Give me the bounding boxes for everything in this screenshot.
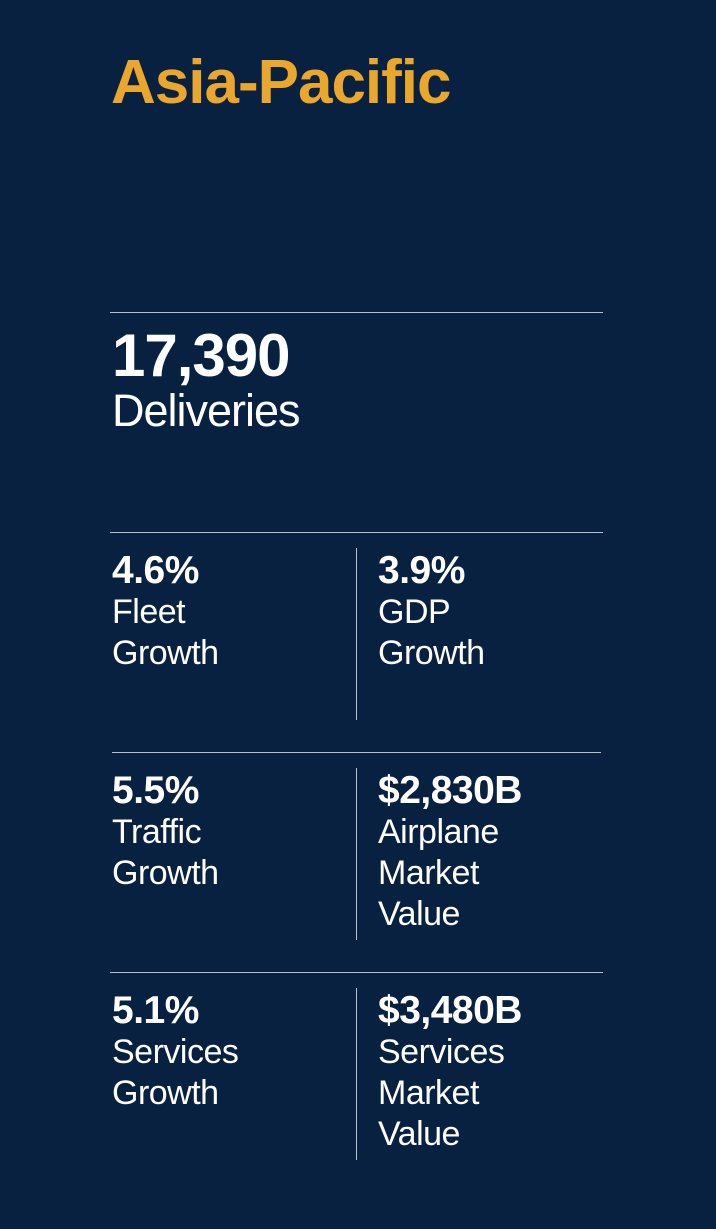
stat-label: GDP Growth [378, 593, 485, 673]
stat-value: $3,480B [378, 989, 522, 1032]
stat-services-market-value: $3,480B Services Market Value [378, 989, 608, 1155]
stat-value: 4.6% [112, 549, 199, 592]
stat-label: Services Growth [112, 1033, 239, 1113]
divider-row-3 [110, 972, 603, 973]
stat-services-growth: 5.1% Services Growth [112, 989, 342, 1114]
stat-traffic-growth: 5.5% Traffic Growth [112, 769, 342, 894]
column-divider-row-2 [356, 768, 357, 940]
stat-label: Airplane Market Value [378, 813, 499, 934]
deliveries-label: Deliveries [112, 385, 301, 436]
stat-value: $2,830B [378, 769, 522, 812]
stat-label: Traffic Growth [112, 813, 219, 893]
deliveries-value: 17,390 [112, 322, 291, 389]
stat-label: Fleet Growth [112, 593, 219, 673]
column-divider-row-1 [356, 548, 357, 720]
stat-value: 5.5% [112, 769, 199, 812]
divider-top [110, 312, 603, 313]
stat-value: 5.1% [112, 989, 199, 1032]
column-divider-row-3 [356, 988, 357, 1160]
divider-row-2 [112, 752, 601, 753]
stat-airplane-market-value: $2,830B Airplane Market Value [378, 769, 608, 935]
stat-fleet-growth: 4.6% Fleet Growth [112, 549, 342, 674]
stat-gdp-growth: 3.9% GDP Growth [378, 549, 608, 674]
region-title: Asia-Pacific [111, 48, 452, 117]
stat-label: Services Market Value [378, 1033, 505, 1154]
stat-value: 3.9% [378, 549, 465, 592]
divider-row-1 [110, 532, 603, 533]
